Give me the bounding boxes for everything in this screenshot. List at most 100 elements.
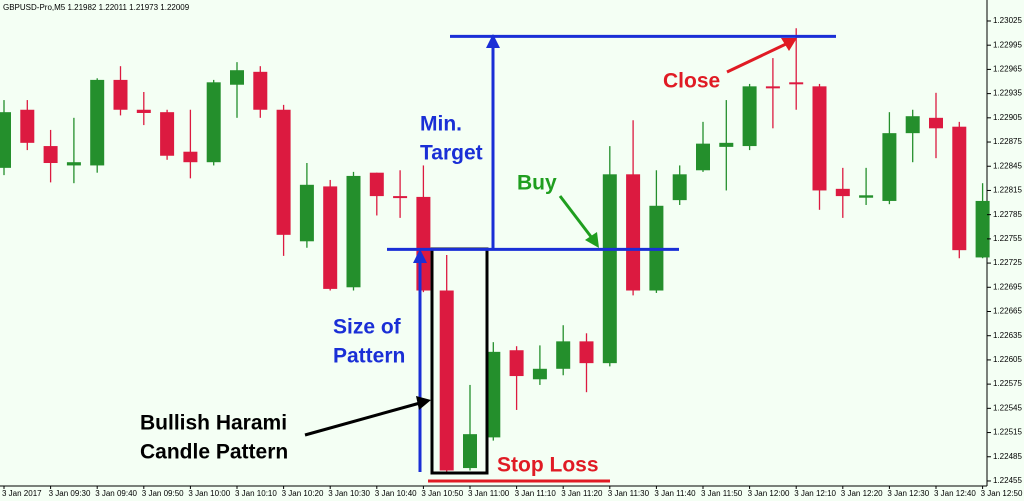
arrow-head	[416, 396, 431, 410]
candle-body	[66, 162, 81, 166]
candle-body	[742, 86, 757, 147]
x-tick-label: 3 Jan 10:40	[375, 489, 417, 498]
x-tick-label: 3 Jan 12:20	[841, 489, 883, 498]
candle-body	[393, 196, 408, 199]
candle-body	[136, 109, 151, 113]
annotation: Stop Loss	[497, 454, 599, 477]
arrow-head	[486, 34, 500, 48]
candle-body	[765, 86, 780, 89]
candle-body	[346, 175, 361, 288]
candle-body	[579, 341, 594, 364]
candle-body	[20, 109, 35, 143]
pattern-arrow	[304, 401, 421, 437]
x-tick-label: 3 Jan 12:00	[748, 489, 790, 498]
x-tick-label: 3 Jan 12:10	[794, 489, 836, 498]
y-tick-label: 1.22575	[993, 379, 1022, 388]
candle-body	[276, 109, 291, 235]
candle-body	[486, 351, 501, 438]
annotation: Candle Pattern	[140, 441, 288, 464]
x-tick-label: 3 Jan 10:00	[188, 489, 230, 498]
candle-body	[532, 368, 547, 380]
candle-body	[0, 112, 11, 168]
plot	[0, 28, 990, 473]
y-tick-label: 1.22845	[993, 161, 1022, 170]
candle-body	[672, 174, 687, 201]
x-tick-label: 3 Jan 11:40	[654, 489, 696, 498]
y-tick-label: 1.22905	[993, 113, 1022, 122]
annotation: Bullish Harami	[140, 412, 287, 435]
x-tick-label: 3 Jan 11:30	[608, 489, 650, 498]
candle-body	[113, 79, 128, 110]
y-tick-label: 1.22695	[993, 282, 1022, 291]
candle-body	[859, 195, 874, 198]
x-tick-label: 3 Jan 09:40	[95, 489, 137, 498]
y-tick-label: 1.22935	[993, 89, 1022, 98]
candle-body	[253, 71, 268, 110]
candle-body	[90, 79, 105, 166]
x-tick-label: 3 Jan 11:00	[468, 489, 510, 498]
candle-body	[43, 146, 58, 164]
x-tick-label: 3 Jan 10:30	[328, 489, 370, 498]
x-tick-label: 3 Jan 10:20	[282, 489, 324, 498]
chart-header: GBPUSD-Pro,M5 1.21982 1.22011 1.21973 1.…	[3, 3, 190, 12]
candle-body	[230, 70, 244, 85]
y-tick-label: 1.22965	[993, 65, 1022, 74]
x-tick-label: 3 Jan 11:20	[561, 489, 603, 498]
x-tick-label: 3 Jan 09:50	[142, 489, 184, 498]
candle-body	[905, 116, 920, 134]
y-tick-label: 1.22725	[993, 258, 1022, 267]
close-arrow	[726, 42, 787, 74]
candle-body	[952, 126, 967, 251]
x-tick-label: 3 Jan 10:50	[421, 489, 463, 498]
y-tick-label: 1.22995	[993, 40, 1022, 49]
candle-body	[719, 142, 734, 147]
y-tick-label: 1.22665	[993, 307, 1022, 316]
candle-body	[626, 174, 641, 291]
y-tick-label: 1.23025	[993, 16, 1022, 25]
annotation: Close	[663, 70, 720, 93]
x-tick-label: 3 Jan 12:50	[981, 489, 1023, 498]
y-tick-label: 1.22875	[993, 137, 1022, 146]
candle-body	[696, 143, 710, 171]
annotation: Pattern	[333, 345, 405, 368]
buy-arrow	[558, 195, 594, 239]
candle-body	[160, 112, 175, 156]
candle-body	[882, 133, 897, 201]
annotation: Buy	[517, 172, 557, 195]
candle-body	[789, 82, 804, 85]
candle-body	[975, 200, 990, 258]
annotation: Size of	[333, 316, 402, 339]
candle-body	[463, 434, 477, 469]
candle-body	[812, 86, 827, 191]
y-tick-label: 1.22815	[993, 186, 1022, 195]
arrow-head	[781, 38, 797, 51]
candle-body	[556, 341, 571, 369]
annotation: Target	[420, 142, 483, 165]
candle-body	[369, 172, 384, 197]
y-tick-label: 1.22755	[993, 234, 1022, 243]
candle-body	[602, 174, 617, 364]
y-tick-label: 1.22635	[993, 331, 1022, 340]
annotation: Min.	[420, 113, 462, 136]
candle-body	[439, 290, 454, 471]
y-tick-label: 1.22785	[993, 210, 1022, 219]
arrow-head	[413, 249, 427, 263]
x-tick-label: 3 Jan 10:10	[235, 489, 277, 498]
y-tick-label: 1.22455	[993, 476, 1022, 485]
x-tick-label: 3 Jan 11:10	[515, 489, 557, 498]
y-tick-label: 1.22605	[993, 355, 1022, 364]
arrow-head	[585, 232, 599, 248]
candle-body	[835, 188, 850, 197]
candle-body	[509, 350, 524, 377]
candle-body	[929, 117, 943, 129]
x-tick-label: 3 Jan 09:30	[49, 489, 91, 498]
candle-body	[183, 151, 198, 163]
candle-body	[299, 184, 314, 242]
x-tick-label: 3 Jan 12:40	[934, 489, 976, 498]
candle-body	[206, 82, 221, 163]
candle-body	[323, 186, 338, 289]
y-tick-label: 1.22485	[993, 452, 1022, 461]
x-tick-label: 3 Jan 11:50	[701, 489, 743, 498]
y-tick-label: 1.22545	[993, 403, 1022, 412]
